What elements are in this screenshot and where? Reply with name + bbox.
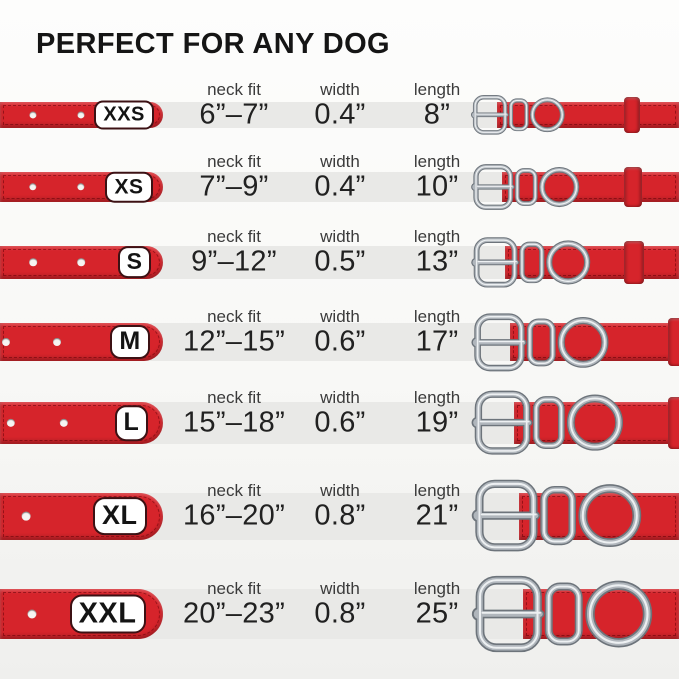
value-neck-fit: 16”–20” [182,499,286,532]
value-neck-fit: 7”–9” [199,170,269,203]
size-row: neck fit width length 9”–12” 0.5” 13” S [0,218,679,339]
size-label: XS [105,171,153,203]
strap-hole [29,183,37,191]
value-length: 17” [415,325,459,358]
column-header-length: length [413,152,461,171]
buckle-and-d-ring-icon [470,574,679,654]
size-row: neck fit width length 20”–23” 0.8” 25” X… [0,570,679,679]
strap-hole [77,258,85,266]
strap-hole [77,183,85,191]
column-header-width: width [320,481,360,500]
column-header-width: width [320,579,360,598]
collar-keeper [624,240,644,284]
strap-hole [1,337,11,347]
strap-hole [29,258,37,266]
strap-hole [27,609,37,619]
column-header-length: length [413,307,461,326]
column-header-neck-fit: neck fit [207,227,261,246]
collar-keeper [624,97,640,133]
strap-hole [29,111,37,119]
collar-strap-left: XXL [0,589,163,639]
buckle-and-d-ring-icon [470,389,670,456]
page-title: PERFECT FOR ANY DOG [36,28,391,60]
value-neck-fit: 12”–15” [182,325,286,358]
value-width: 0.6” [314,406,366,439]
column-header-length: length [413,388,461,407]
collar-strap-left: L [0,402,163,444]
strap-hole [52,337,62,347]
value-length: 13” [415,245,459,278]
buckle-and-d-ring-icon [470,312,651,373]
column-header-width: width [320,152,360,171]
value-neck-fit: 6”–7” [199,98,269,131]
value-length: 25” [415,597,459,630]
size-row: neck fit width length 16”–20” 0.8” 21” X… [0,472,679,607]
value-width: 0.6” [314,325,366,358]
collar-keeper [668,318,679,366]
buckle-and-d-ring-icon [470,94,594,136]
size-label: M [110,325,150,359]
value-width: 0.5” [314,245,366,278]
value-length: 19” [415,406,459,439]
collar-strap-left: XXS [0,100,163,130]
value-width: 0.8” [314,499,366,532]
collar-strap-left: S [0,245,163,279]
size-label: S [117,246,152,278]
column-header-width: width [320,307,360,326]
size-label: XXS [94,100,154,130]
value-width: 0.4” [314,98,366,131]
value-neck-fit: 9”–12” [191,245,277,278]
strap-hole [6,418,16,428]
column-header-length: length [413,481,461,500]
value-neck-fit: 20”–23” [182,597,286,630]
value-neck-fit: 15”–18” [182,406,286,439]
collar-strap-right [504,245,679,279]
size-row: neck fit width length 15”–18” 0.6” 19” L [0,379,679,509]
strap-hole [59,418,69,428]
size-label: L [114,405,149,441]
column-header-neck-fit: neck fit [207,388,261,407]
size-row: neck fit width length 7”–9” 0.4” 10” XS [0,143,679,261]
buckle-and-d-ring-icon [470,163,613,211]
collar-keeper [668,397,679,449]
collar-strap-right [514,402,679,444]
value-length: 8” [423,98,451,131]
column-header-width: width [320,388,360,407]
collar-strap-left: XS [0,171,163,203]
value-width: 0.8” [314,597,366,630]
column-header-neck-fit: neck fit [207,481,261,500]
buckle-and-d-ring-icon [470,478,679,553]
value-width: 0.4” [314,170,366,203]
value-length: 21” [415,499,459,532]
size-row: neck fit width length 12”–15” 0.6” 17” M [0,298,679,424]
collar-strap-left: M [0,323,163,361]
strap-hole [21,511,31,521]
column-header-length: length [413,227,461,246]
strap-hole [77,111,85,119]
size-label: XXL [69,594,146,634]
column-header-length: length [413,579,461,598]
column-header-length: length [413,80,461,99]
column-header-neck-fit: neck fit [207,80,261,99]
column-header-width: width [320,227,360,246]
collar-strap-left: XL [0,492,163,540]
column-header-width: width [320,80,360,99]
size-row: neck fit width length 6”–7” 0.4” 8” XXS [0,71,679,185]
collar-strap-right [501,172,679,202]
column-header-neck-fit: neck fit [207,307,261,326]
column-header-neck-fit: neck fit [207,152,261,171]
size-label: XL [93,497,147,535]
value-length: 10” [415,170,459,203]
buckle-and-d-ring-icon [470,236,627,289]
column-header-neck-fit: neck fit [207,579,261,598]
collar-keeper [624,167,642,207]
